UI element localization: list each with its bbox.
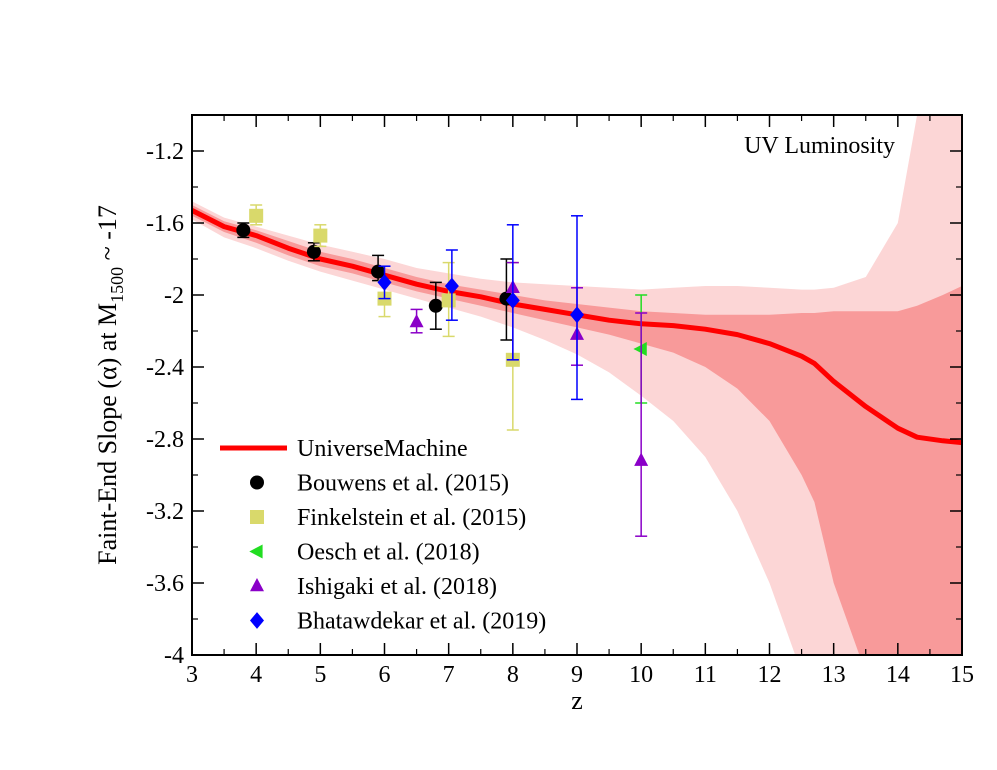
y-tick-label: -4 [164,643,184,669]
data-point [313,228,328,243]
legend-marker [250,510,264,524]
svg-text:Faint-End Slope (α) at M1500 ~: Faint-End Slope (α) at M1500 ~ -17 [93,205,127,565]
legend-label: Oesch et al. (2018) [297,540,480,566]
series-4 [377,215,584,401]
legend-marker [249,544,263,559]
model-uncertainty-bands [192,115,962,655]
x-tick-label: 6 [379,662,391,688]
x-axis-label: z [571,686,583,715]
data-point [441,293,456,308]
x-tick-label: 14 [886,662,910,688]
data-point [371,264,386,279]
data-point [377,274,392,291]
data-point [634,452,649,466]
y-axis-label-main: Faint-End Slope (α) at M [93,303,122,565]
data-point [428,298,443,313]
data-point [236,223,251,238]
y-tick-label: -1.6 [146,211,184,237]
x-tick-label: 4 [250,662,262,688]
x-tick-label: 15 [950,662,974,688]
y-tick-label: -3.2 [146,499,184,525]
model-median-line-group [192,208,962,446]
observational-data [236,204,649,537]
y-tick-label: -2 [164,283,184,309]
y-axis-label: Faint-End Slope (α) at M1500 ~ -17 [93,205,127,565]
model-outer-band [192,115,962,655]
data-point [505,292,520,309]
legend-marker [250,475,264,490]
data-point [570,306,584,324]
data-point [409,313,424,328]
data-point [633,342,647,356]
y-axis-label-suffix: ~ -17 [93,205,122,267]
model-inner-band [192,205,962,655]
legend-marker [250,612,264,629]
x-tick-label: 3 [186,662,198,688]
y-tick-label: -2.4 [146,355,184,381]
legend-label-model: UniverseMachine [297,436,468,462]
x-tick-label: 8 [507,662,519,688]
legend-label: Bouwens et al. (2015) [297,471,509,497]
y-tick-label: -1.2 [146,139,184,165]
legend-label: Finkelstein et al. (2015) [297,505,526,531]
x-tick-label: 7 [443,662,455,688]
annotation-label: UV Luminosity [744,133,895,159]
legend: UniverseMachine Bouwens et al. (2015) Fink… [220,436,546,635]
y-tick-label: -3.6 [146,571,184,597]
legend-label: Ishigaki et al. (2018) [297,574,497,600]
x-tick-label: 5 [314,662,326,688]
x-tick-label: 13 [822,662,846,688]
x-tick-label: 11 [694,662,717,688]
data-point [444,277,459,295]
y-tick-label: -2.8 [146,427,184,453]
data-point [306,244,321,259]
axis-ticks: 3 4 5 6 7 8 9 10 11 12 13 14 15 -4 -3.6 -3.2 -2.8 -2.4 -2 -… [146,114,974,688]
data-point [249,208,264,223]
x-tick-label: 9 [571,662,583,688]
x-tick-label: 10 [629,662,653,688]
legend-marker [250,577,264,592]
model-median-line [192,208,962,446]
legend-label: Bhatawdekar et al. (2019) [297,609,546,635]
y-axis-label-subscript: 1500 [107,267,127,303]
x-tick-label: 12 [758,662,782,688]
